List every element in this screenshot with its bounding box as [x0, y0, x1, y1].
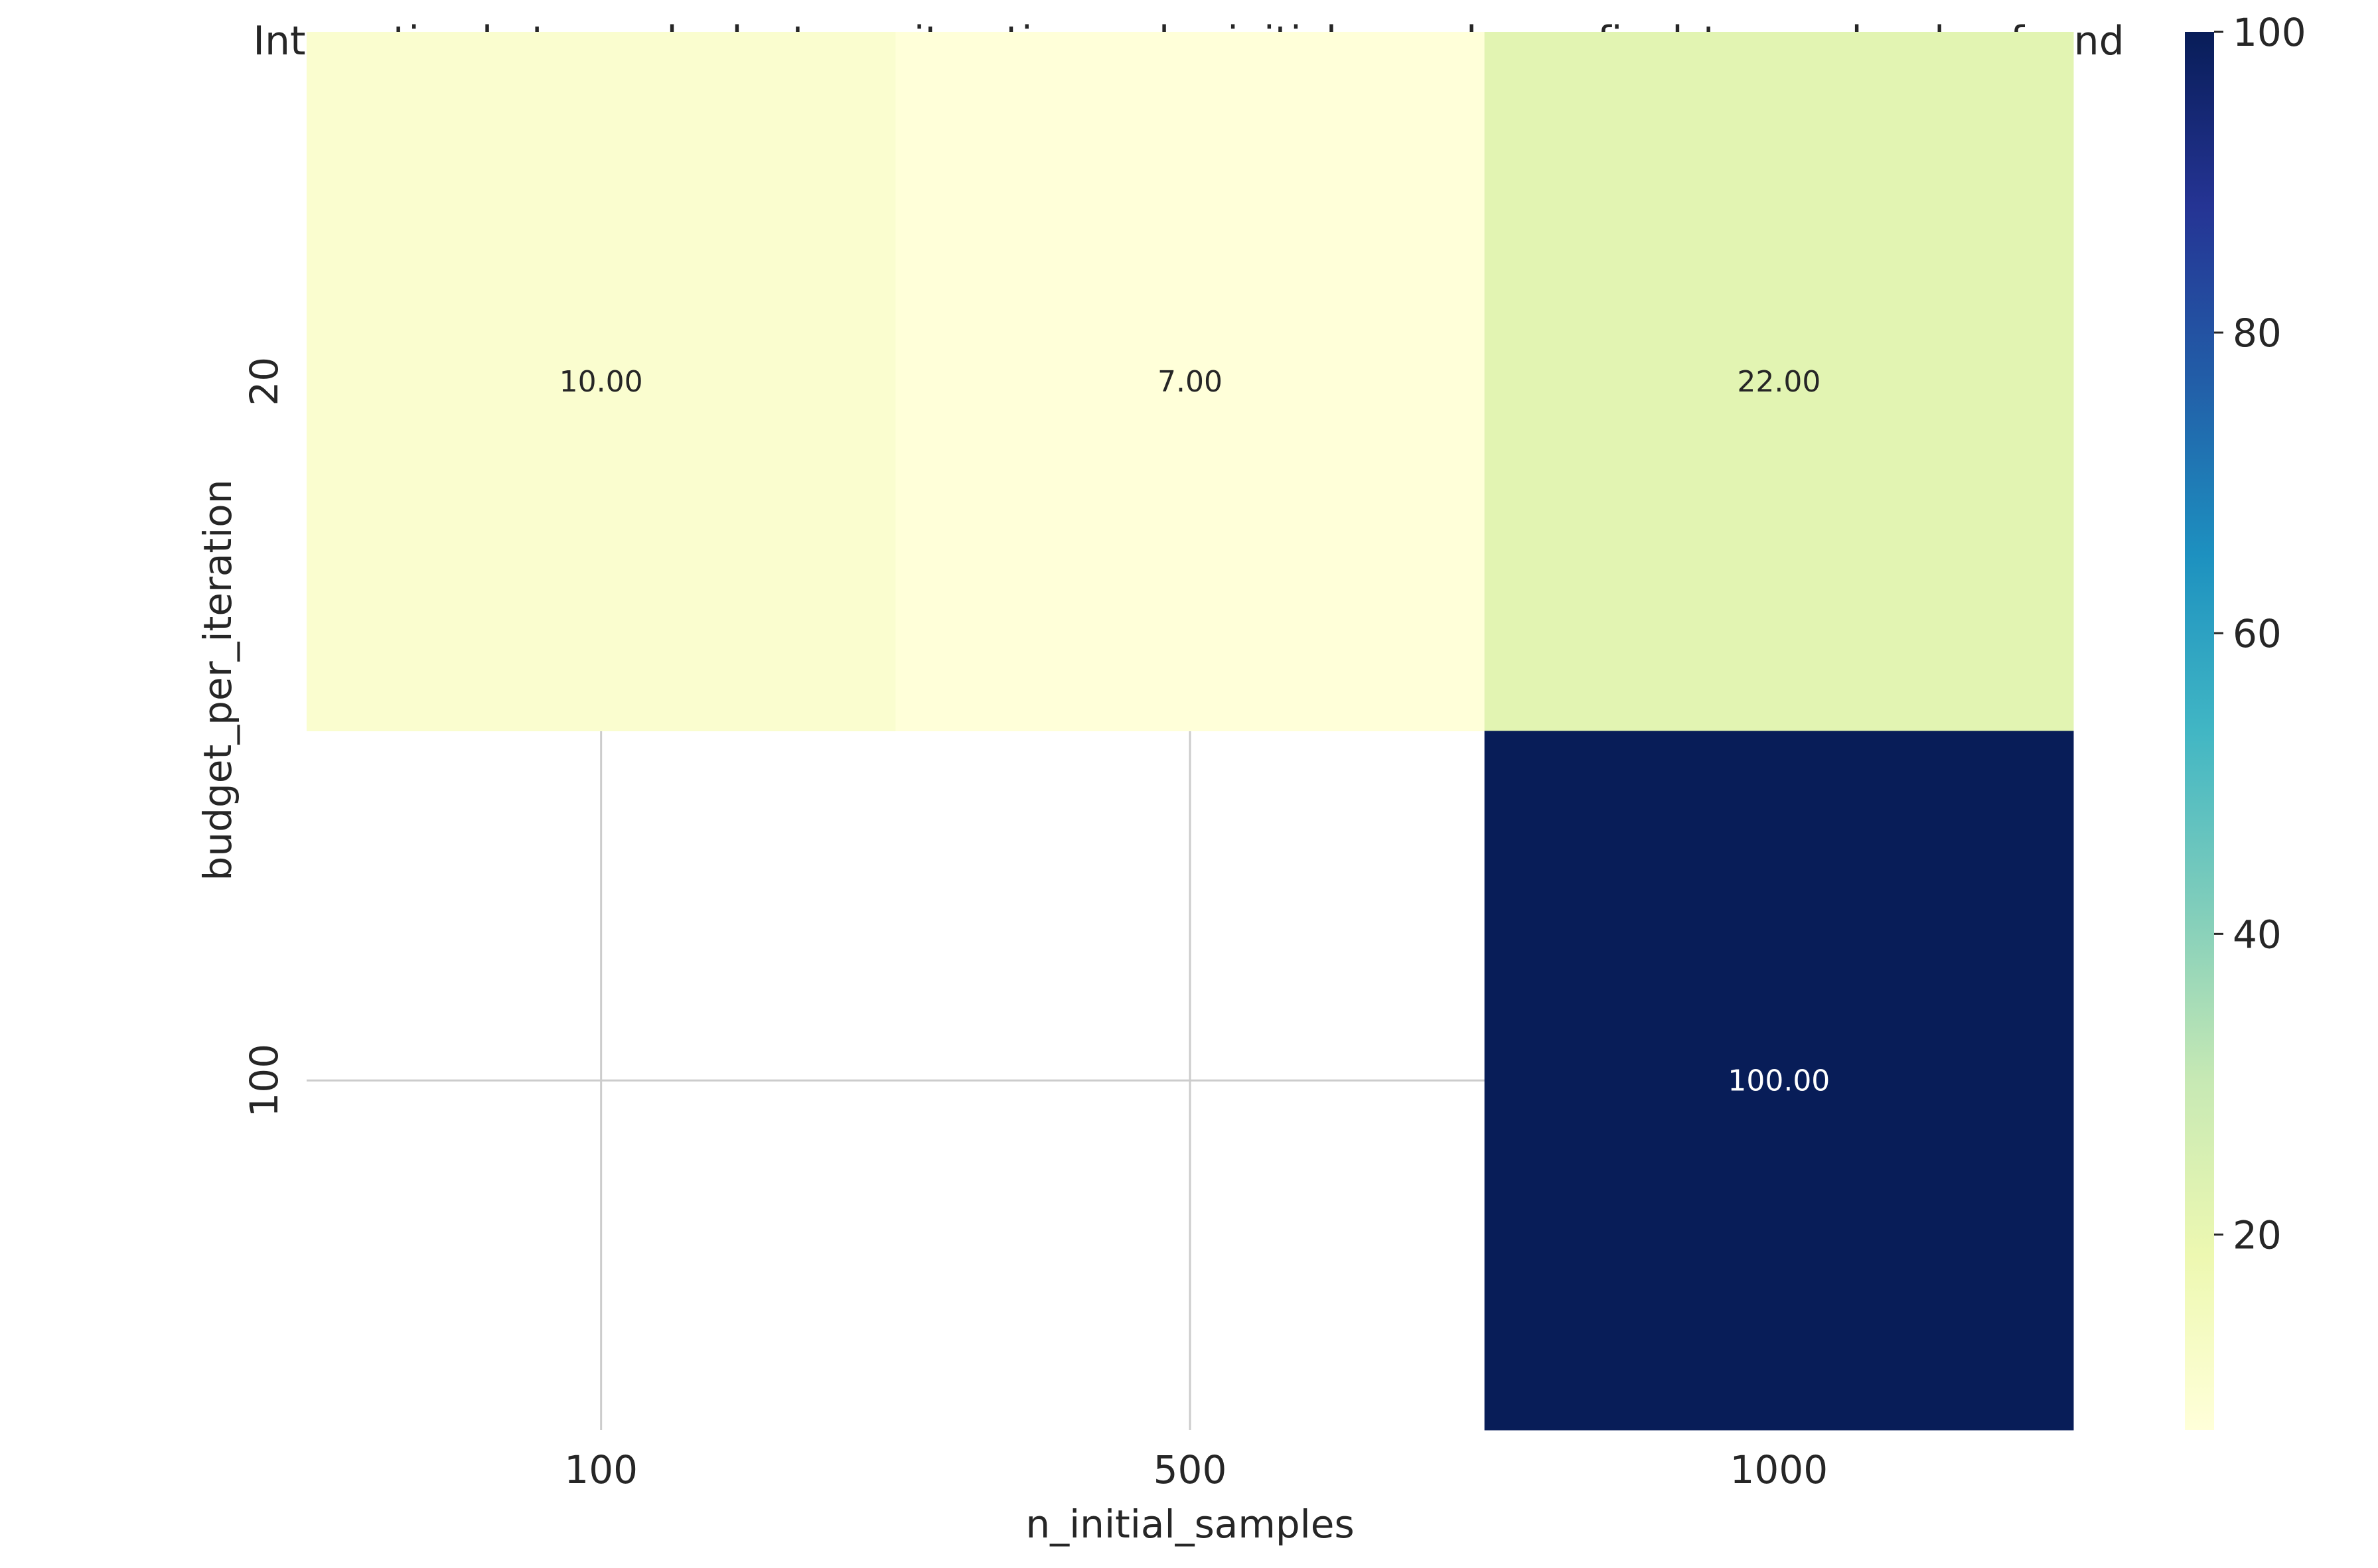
colorbar [2185, 32, 2214, 1430]
cell-value-label: 22.00 [1737, 365, 1821, 399]
x-tick-label: 1000 [1730, 1447, 1828, 1492]
heatmap-cell [895, 32, 1485, 731]
colorbar-tick-label: 100 [2233, 10, 2306, 55]
colorbar-ticks: 20 40 60 80 100 [2214, 10, 2306, 1257]
y-tick-label: 100 [242, 1044, 287, 1117]
y-tick-label: 20 [242, 357, 287, 406]
heatmap-cell [1484, 32, 2074, 731]
colorbar-tick-label: 40 [2233, 912, 2282, 957]
cell-value-label: 10.00 [559, 365, 643, 399]
y-tick-labels: 20 100 [242, 357, 287, 1117]
cell-annotations: 10.00 7.00 22.00 100.00 [559, 365, 1830, 1098]
x-tick-labels: 100 500 1000 [564, 1447, 1828, 1492]
heatmap-cell [307, 32, 896, 731]
heatmap-cell [1484, 731, 2074, 1431]
cell-value-label: 7.00 [1157, 365, 1223, 399]
heatmap-cells [307, 32, 2074, 1431]
colorbar-tick-label: 60 [2233, 611, 2282, 656]
x-tick-label: 100 [564, 1447, 638, 1492]
cell-value-label: 100.00 [1728, 1064, 1830, 1098]
x-axis-label: n_initial_samples [1025, 1502, 1354, 1547]
colorbar-tick-label: 80 [2233, 311, 2282, 356]
x-tick-label: 500 [1153, 1447, 1227, 1492]
y-axis-label: budget_per_iteration [195, 479, 240, 881]
colorbar-tick-label: 20 [2233, 1212, 2282, 1257]
